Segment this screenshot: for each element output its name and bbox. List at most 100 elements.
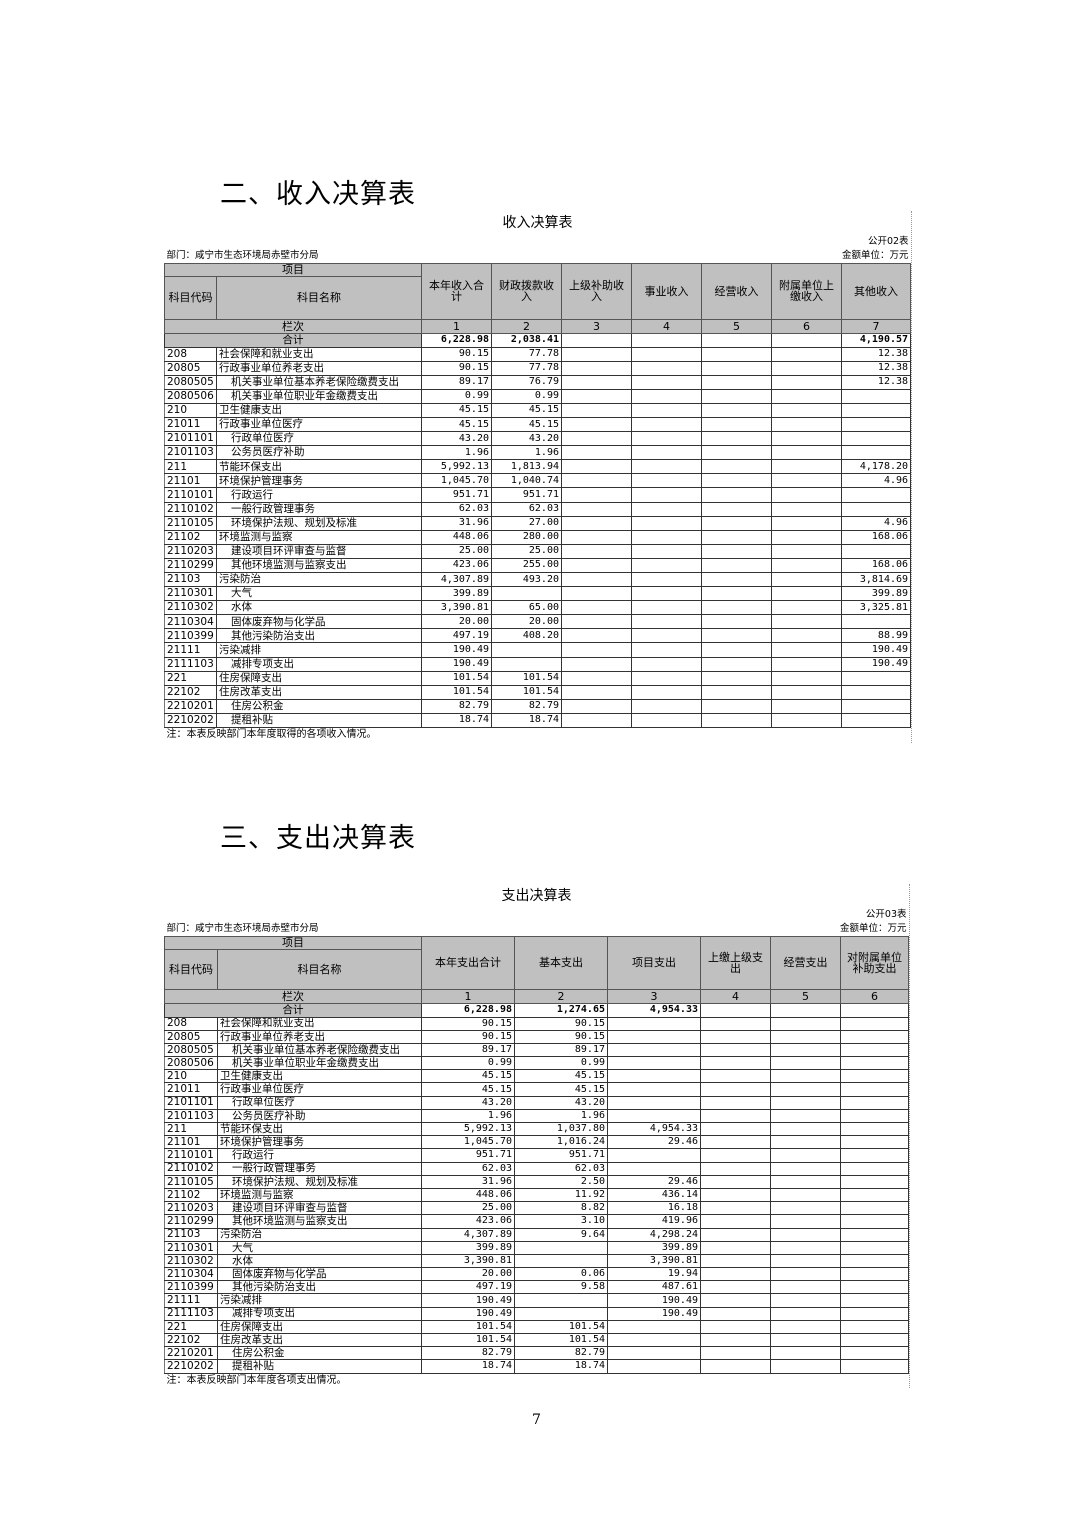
- amount-cell: [770, 1056, 841, 1071]
- subject-name: 公务员医疗补助: [216, 445, 422, 461]
- subject-name: 污染减排: [216, 642, 422, 658]
- amount-cell: [700, 1043, 771, 1058]
- amount-cell: [840, 713, 912, 729]
- amount-cell: 9.58: [514, 1280, 608, 1295]
- amount-cell: 399.89: [421, 1241, 515, 1255]
- total-value: [840, 1002, 909, 1018]
- amount-cell: [700, 1148, 771, 1163]
- table-row: 21103 污染防治 4,307.89 9.64 4,298.24: [164, 1228, 909, 1242]
- column-header: 项目支出: [607, 935, 701, 990]
- table-row: 2110105 环境保护法规、规划及标准 31.96 27.00 4.96: [164, 516, 912, 531]
- amount-cell: 3,325.81: [840, 600, 912, 616]
- amount-cell: 1.96: [421, 445, 492, 461]
- subject-name: 环境保护管理事务: [217, 1135, 422, 1150]
- amount-cell: [701, 671, 772, 686]
- amount-cell: [771, 516, 842, 531]
- amount-cell: 0.06: [514, 1267, 608, 1282]
- amount-cell: [840, 1017, 909, 1031]
- amount-cell: [607, 1148, 701, 1163]
- amount-cell: [840, 1122, 909, 1137]
- amount-cell: [701, 389, 772, 404]
- amount-cell: 190.49: [421, 1293, 515, 1308]
- amount-cell: [771, 347, 842, 362]
- amount-cell: [514, 1307, 608, 1321]
- table-title: 支出决算表: [501, 888, 572, 904]
- amount-cell: [770, 1162, 841, 1176]
- income-section-heading: 二、收入决算表: [220, 179, 416, 210]
- amount-cell: [770, 1293, 841, 1308]
- amount-cell: [631, 445, 702, 461]
- amount-cell: 88.99: [840, 628, 912, 644]
- amount-cell: 1,016.24: [514, 1135, 608, 1150]
- name-header: 科目名称: [217, 948, 422, 990]
- amount-cell: [700, 1267, 771, 1282]
- amount-cell: [700, 1188, 771, 1203]
- amount-cell: [561, 558, 632, 574]
- column-header: 对附属单位补助支出: [840, 935, 909, 990]
- amount-cell: [771, 361, 842, 376]
- amount-cell: [631, 628, 702, 644]
- table-row: 2110101 行政运行 951.71 951.71: [164, 487, 912, 503]
- amount-cell: [840, 389, 912, 404]
- subject-name: 社会保障和就业支出: [217, 1017, 422, 1031]
- subject-code: 221: [164, 1320, 218, 1335]
- subject-code: 221: [164, 671, 217, 686]
- subject-code: 2110399: [164, 628, 217, 644]
- subject-name: 建设项目环评审查与监督: [217, 1201, 422, 1216]
- amount-cell: [701, 614, 772, 630]
- amount-cell: [561, 403, 632, 418]
- amount-cell: [770, 1280, 841, 1295]
- subject-code: 2210201: [164, 699, 217, 714]
- subject-code: 211: [164, 1122, 218, 1137]
- subject-code: 2110105: [164, 516, 217, 531]
- subject-name: 住房改革支出: [216, 685, 422, 700]
- amount-cell: 493.20: [491, 572, 562, 588]
- amount-cell: [701, 347, 772, 362]
- column-header: 本年支出合计: [421, 935, 515, 990]
- amount-cell: 45.15: [421, 403, 492, 418]
- amount-cell: [840, 1254, 909, 1269]
- table-row: 21111 污染减排 190.49 190.49: [164, 642, 912, 658]
- subject-name: 其他环境监测与监察支出: [217, 1214, 422, 1229]
- amount-cell: [771, 459, 842, 475]
- table-row: 208 社会保障和就业支出 90.15 77.78 12.38: [164, 347, 912, 362]
- subject-code: 21111: [164, 642, 217, 658]
- subject-name: 住房公积金: [216, 699, 422, 714]
- amount-cell: [700, 1214, 771, 1229]
- subject-name: 社会保障和就业支出: [216, 347, 422, 362]
- amount-cell: 436.14: [607, 1188, 701, 1203]
- amount-cell: [491, 586, 562, 602]
- amount-cell: 190.49: [421, 657, 492, 672]
- amount-cell: [701, 487, 772, 503]
- amount-cell: [631, 389, 702, 404]
- amount-cell: [771, 657, 842, 672]
- amount-cell: [491, 657, 562, 672]
- subject-name: 一般行政管理事务: [216, 502, 422, 517]
- column-header: 基本支出: [514, 935, 608, 990]
- total-value: 4,954.33: [607, 1002, 701, 1018]
- amount-cell: 399.89: [840, 586, 912, 602]
- subject-code: 2110302: [164, 1254, 218, 1269]
- amount-cell: 25.00: [421, 1201, 515, 1216]
- amount-cell: [770, 1122, 841, 1137]
- subject-code: 2110299: [164, 558, 217, 574]
- amount-cell: [840, 1188, 909, 1203]
- amount-cell: 5,992.13: [421, 459, 492, 475]
- table-note: 注：本表反映部门本年度取得的各项收入情况。: [164, 727, 911, 743]
- total-value: 6,228.98: [421, 332, 492, 348]
- subject-code: 210: [164, 403, 217, 418]
- amount-cell: 3,390.81: [421, 1254, 515, 1269]
- amount-cell: 280.00: [491, 530, 562, 545]
- amount-cell: 27.00: [491, 516, 562, 531]
- subject-code: 21101: [164, 1135, 218, 1150]
- amount-cell: [701, 572, 772, 588]
- amount-cell: 62.03: [421, 1162, 515, 1176]
- table-row: 211 节能环保支出 5,992.13 1,037.80 4,954.33: [164, 1122, 909, 1137]
- amount-cell: 190.49: [607, 1293, 701, 1308]
- amount-cell: [700, 1280, 771, 1295]
- amount-cell: [840, 1267, 909, 1282]
- amount-cell: 399.89: [421, 586, 492, 602]
- amount-cell: [770, 1069, 841, 1084]
- amount-cell: [561, 502, 632, 517]
